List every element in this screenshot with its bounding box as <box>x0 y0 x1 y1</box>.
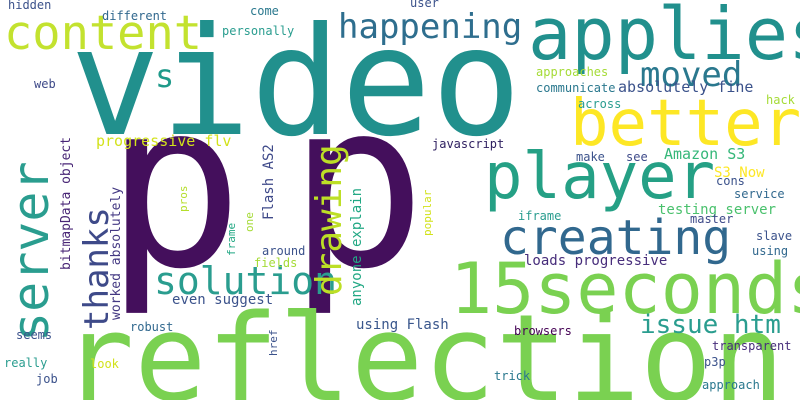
word-testing-server: testing server <box>658 202 777 218</box>
word-trick: trick <box>494 369 531 383</box>
word-web: web <box>34 77 56 91</box>
word-frame: frame <box>225 222 238 256</box>
word-p3p: p3p <box>704 355 726 369</box>
word-using-flash: using Flash <box>356 317 449 333</box>
word-seems: seems <box>16 328 53 342</box>
word-creating: creating <box>500 210 732 266</box>
word-approach: approach <box>702 378 760 392</box>
word-applies: applies <box>528 0 800 76</box>
word-content: content <box>4 6 203 61</box>
word-loads-progressive: loads progressive <box>524 253 668 269</box>
word-make: make <box>576 150 605 164</box>
word-absolutely-fine: absolutely fine <box>618 78 754 96</box>
word-around: around <box>262 244 306 258</box>
word-solution: solution <box>154 259 338 303</box>
word-personally: personally <box>222 24 295 38</box>
word-moved: moved <box>640 55 743 95</box>
word-fields: fields <box>254 256 298 270</box>
word-iframe: iframe <box>518 209 562 223</box>
word-s: s <box>155 57 175 95</box>
word-cons: cons <box>716 174 745 188</box>
word-p-right: p <box>288 53 427 320</box>
word-slave: slave <box>756 229 793 243</box>
word-across: across <box>578 97 622 111</box>
word-pros: pros <box>177 185 190 213</box>
word-really: really <box>4 356 48 370</box>
word-transparent: transparent <box>712 339 792 353</box>
word-see: see <box>626 150 648 164</box>
word-approaches: approaches <box>536 65 609 79</box>
word-different: different <box>102 9 168 23</box>
word-progressive-flv: progressive flv <box>96 132 232 150</box>
word-reflection: reflection <box>62 290 785 400</box>
word-worked-absolutely: worked absolutely <box>109 186 124 320</box>
word-communicate: communicate <box>536 81 616 95</box>
word-job: job <box>36 372 58 386</box>
word-using: using <box>752 244 789 258</box>
word-video: video <box>70 0 522 170</box>
word-user: user <box>410 0 439 10</box>
word-issue-htm: issue htm <box>640 310 781 340</box>
word-drawing: drawing <box>309 144 350 296</box>
word-href: href <box>267 329 280 357</box>
word-server: server <box>2 161 60 342</box>
word-javascript: javascript <box>432 137 505 151</box>
word-15seconds: 15seconds <box>450 248 800 330</box>
word-even-suggest: even suggest <box>172 292 274 308</box>
word-robust: robust <box>130 320 174 334</box>
word-better: better <box>570 87 800 161</box>
word-one: one <box>243 212 256 232</box>
word-service: service <box>734 187 785 201</box>
word-come: come <box>250 4 279 18</box>
word-player: player <box>484 140 716 214</box>
word-master: master <box>690 212 734 226</box>
word-anyone-explain: anyone explain <box>349 187 365 306</box>
word-s3-now: S3 Now <box>714 165 765 181</box>
word-hack: hack <box>766 93 795 107</box>
word-browsers: browsers <box>514 324 572 338</box>
word-p-left: p <box>105 53 244 320</box>
word-flash-as2: Flash AS2 <box>261 144 277 220</box>
word-hidden: hidden <box>8 0 52 12</box>
word-popular: popular <box>421 189 434 236</box>
word-bitmapdata-object: bitmapData object <box>59 136 74 270</box>
word-look: look <box>90 357 119 371</box>
word-amazon-s3: Amazon S3 <box>664 145 746 163</box>
word-happening: happening <box>338 7 523 47</box>
